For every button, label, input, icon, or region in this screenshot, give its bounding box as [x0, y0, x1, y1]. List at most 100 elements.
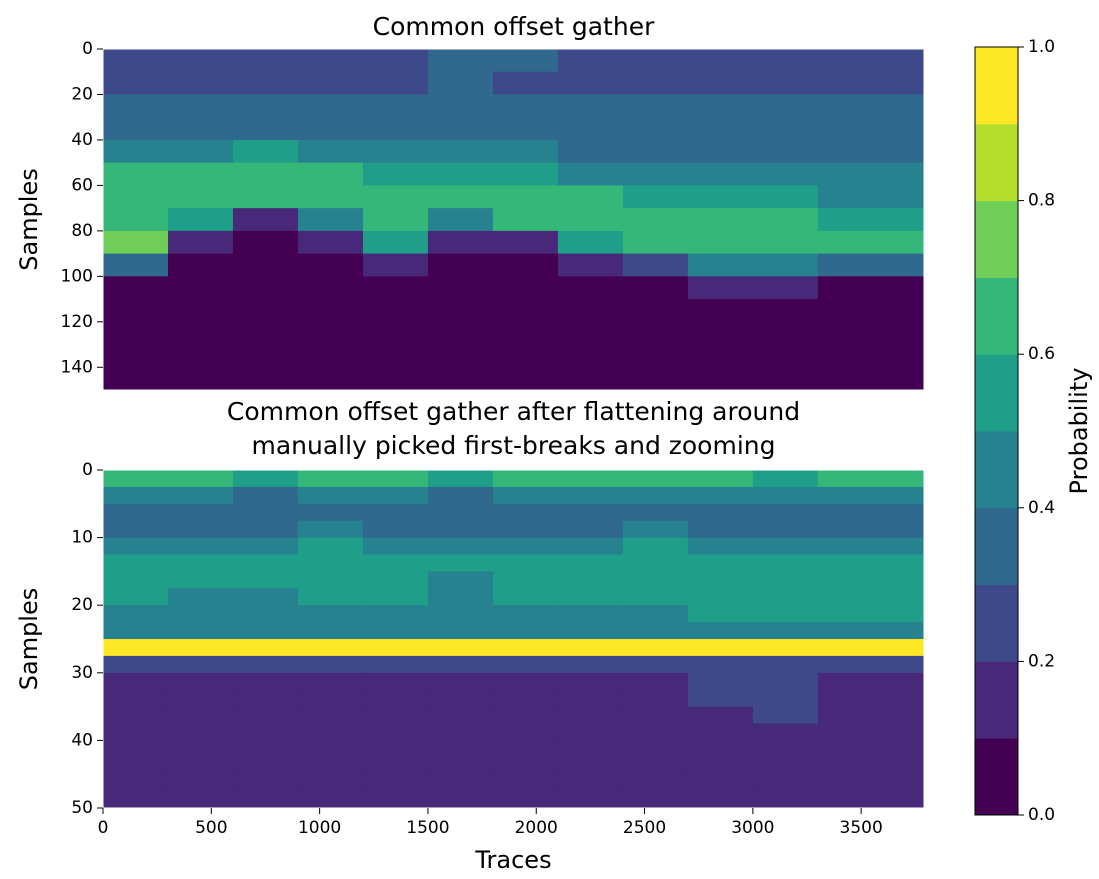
heatmap-cell — [817, 605, 925, 623]
x-tick-label: 1500 — [406, 818, 449, 838]
heatmap-cell — [427, 774, 494, 792]
heatmap-cell — [557, 208, 624, 232]
heatmap-cell — [297, 49, 364, 73]
y-tick-label: 0 — [82, 39, 93, 59]
heatmap-cell — [427, 321, 494, 346]
heatmap-cell — [232, 791, 299, 809]
y-tick-label: 20 — [71, 84, 93, 104]
heatmap-cell — [427, 723, 494, 741]
heatmap-cell — [103, 757, 169, 775]
heatmap-cell — [492, 253, 559, 277]
heatmap-cell — [103, 503, 169, 522]
y-tick-label: 40 — [71, 730, 93, 750]
heatmap-cell — [622, 344, 689, 368]
heatmap-cell — [687, 672, 754, 691]
heatmap-cell — [167, 605, 234, 623]
heatmap-cell — [232, 672, 299, 691]
heatmap-cell — [297, 520, 364, 539]
heatmap-cell — [687, 299, 754, 323]
heatmap-cell — [817, 299, 925, 323]
heatmap-cell — [557, 791, 624, 809]
heatmap-cell — [492, 321, 559, 346]
heatmap-cell — [817, 588, 925, 606]
y-tick-label: 10 — [71, 528, 93, 548]
heatmap-cell — [427, 230, 494, 255]
heatmap-cell — [232, 757, 299, 775]
heatmap-cell — [492, 230, 559, 255]
heatmap-cell — [492, 344, 559, 368]
heatmap-cell — [817, 537, 925, 555]
colorbar-segment — [975, 200, 1018, 278]
heatmap-cell — [362, 571, 429, 589]
heatmap-cell — [492, 299, 559, 323]
heatmap-cell — [297, 230, 364, 255]
heatmap-cell — [167, 655, 234, 674]
heatmap-cell — [557, 740, 624, 758]
heatmap-cell — [297, 689, 364, 708]
heatmap-cell — [427, 253, 494, 277]
heatmap-cell — [362, 185, 429, 209]
heatmap-cell — [297, 299, 364, 323]
heatmap-cell — [232, 622, 299, 640]
heatmap-cell — [103, 253, 169, 277]
heatmap-cell — [427, 185, 494, 209]
heatmap-cell — [752, 321, 819, 346]
heatmap-cell — [232, 486, 299, 505]
heatmap-cell — [427, 605, 494, 623]
heatmap-cell — [103, 208, 169, 232]
heatmap-cell — [427, 757, 494, 775]
heatmap-cell — [362, 94, 429, 118]
heatmap-cell — [232, 299, 299, 323]
heatmap-cell — [687, 791, 754, 809]
y-tick-label: 50 — [71, 798, 93, 818]
heatmap-cell — [427, 689, 494, 708]
heatmap-cell — [297, 162, 364, 186]
heatmap-cell — [817, 208, 925, 232]
heatmap-cell — [557, 520, 624, 539]
heatmap-cell — [232, 605, 299, 623]
heatmap-cell — [622, 588, 689, 606]
heatmap-cell — [297, 791, 364, 809]
heatmap-cell — [362, 554, 429, 572]
heatmap-cell — [492, 94, 559, 118]
heatmap-cell — [362, 605, 429, 623]
heatmap-cell — [687, 321, 754, 346]
heatmap-cell — [232, 230, 299, 255]
heatmap-cell — [817, 791, 925, 809]
heatmap-cell — [752, 740, 819, 758]
heatmap-cell — [687, 470, 754, 488]
heatmap-cell — [622, 791, 689, 809]
heatmap-cell — [622, 689, 689, 708]
heatmap-cell — [297, 344, 364, 368]
heatmap-cell — [817, 367, 925, 391]
heatmap-cell — [167, 470, 234, 488]
heatmap-cell — [167, 689, 234, 708]
heatmap-cell — [557, 94, 624, 118]
heatmap-cell — [362, 470, 429, 488]
heatmap-cell — [687, 605, 754, 623]
heatmap-cell — [622, 470, 689, 488]
heatmap-cell — [362, 71, 429, 95]
heatmap-cell — [622, 622, 689, 640]
heatmap-cell — [817, 253, 925, 277]
heatmap-cell — [817, 470, 925, 488]
heatmap-cell — [752, 208, 819, 232]
heatmap-cell — [492, 486, 559, 505]
heatmap-cell — [297, 367, 364, 391]
heatmap-cell — [232, 774, 299, 792]
heatmap-cell — [167, 622, 234, 640]
x-tick-label: 3000 — [731, 818, 774, 838]
heatmap-cell — [297, 537, 364, 555]
heatmap-cell — [103, 71, 169, 95]
heatmap-cell — [622, 321, 689, 346]
x-tick-label: 1000 — [298, 818, 341, 838]
heatmap-cell — [752, 520, 819, 539]
heatmap-cell — [622, 706, 689, 724]
heatmap-cell — [297, 723, 364, 741]
heatmap-cell — [103, 162, 169, 186]
heatmap-cell — [817, 757, 925, 775]
x-tick-label: 0 — [98, 818, 109, 838]
heatmap-cell — [687, 655, 754, 674]
heatmap-cell — [492, 117, 559, 141]
